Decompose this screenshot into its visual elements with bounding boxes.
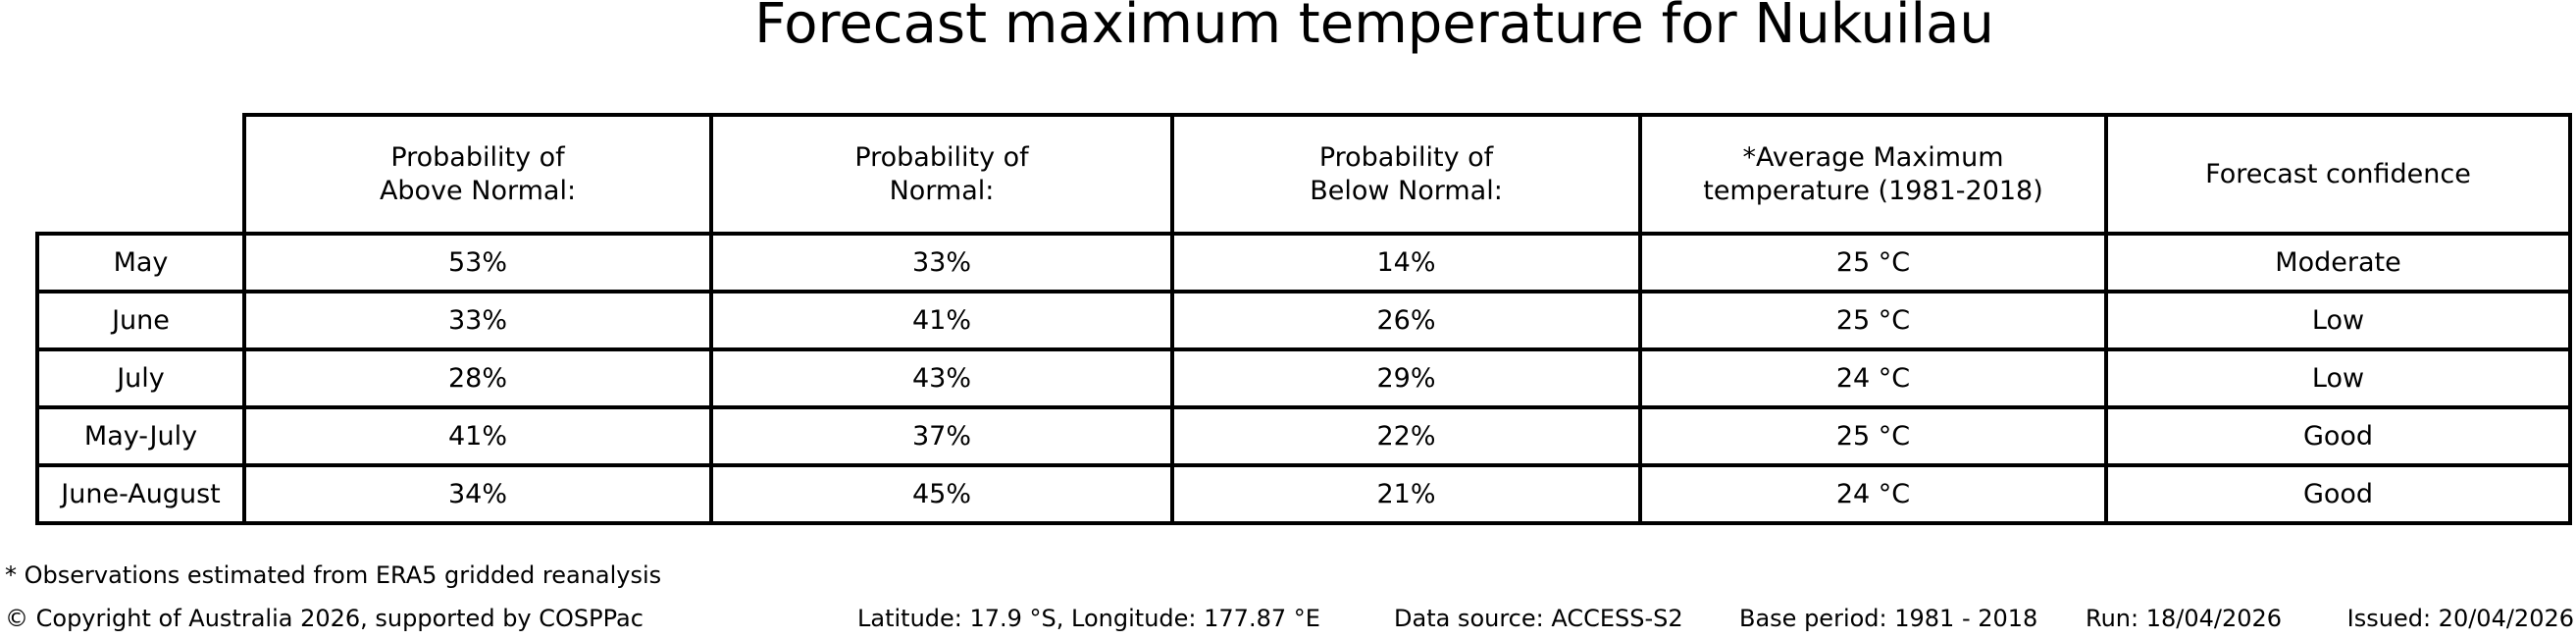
header-line: Forecast confidence xyxy=(2205,158,2471,189)
avg-max-temp-cell: 24 °C xyxy=(1638,347,2108,409)
table-header-row: Probability of Above Normal: Probability… xyxy=(37,113,2572,236)
forecast-table: Probability of Above Normal: Probability… xyxy=(35,113,2572,525)
page-title-text: Forecast maximum temperature for Nukuila… xyxy=(754,0,1994,56)
observations-footnote: * Observations estimated from ERA5 gridd… xyxy=(5,561,662,589)
base-period-text: Base period: 1981 - 2018 xyxy=(1739,605,2038,632)
data-source-text: Data source: ACCESS-S2 xyxy=(1394,605,1683,632)
row-label-cell: May-July xyxy=(35,405,246,467)
column-header-below-normal: Probability of Below Normal: xyxy=(1170,113,1642,236)
header-line: Probability of xyxy=(1318,141,1494,173)
table-row-may: May 53% 33% 14% 25 °C Moderate xyxy=(35,232,2572,293)
confidence-cell: Low xyxy=(2104,290,2572,351)
above-normal-cell: 28% xyxy=(242,347,713,409)
run-date-text: Run: 18/04/2026 xyxy=(2086,605,2283,632)
below-normal-cell: 26% xyxy=(1170,290,1642,351)
header-line: temperature (1981-2018) xyxy=(1703,175,2043,206)
normal-cell: 43% xyxy=(709,347,1174,409)
avg-max-temp-cell: 24 °C xyxy=(1638,463,2108,525)
above-normal-cell: 34% xyxy=(242,463,713,525)
normal-cell: 41% xyxy=(709,290,1174,351)
below-normal-cell: 21% xyxy=(1170,463,1642,525)
header-line: Normal: xyxy=(889,175,995,206)
above-normal-cell: 33% xyxy=(242,290,713,351)
above-normal-cell: 53% xyxy=(242,232,713,293)
header-line: Probability of xyxy=(854,141,1029,173)
table-row-july: July 28% 43% 29% 24 °C Low xyxy=(35,347,2572,409)
below-normal-cell: 22% xyxy=(1170,405,1642,467)
copyright-text: © Copyright of Australia 2026, supported… xyxy=(5,605,644,632)
header-line: Probability of xyxy=(390,141,565,173)
location-text: Latitude: 17.9 °S, Longitude: 177.87 °E xyxy=(857,605,1320,632)
blank-corner-cell xyxy=(37,115,244,234)
header-line: Below Normal: xyxy=(1310,175,1503,206)
column-header-normal: Probability of Normal: xyxy=(709,113,1174,236)
below-normal-cell: 29% xyxy=(1170,347,1642,409)
avg-max-temp-cell: 25 °C xyxy=(1638,290,2108,351)
header-line: Above Normal: xyxy=(379,175,577,206)
confidence-cell: Moderate xyxy=(2104,232,2572,293)
page-title: Forecast maximum temperature for Nukuila… xyxy=(0,0,2576,57)
avg-max-temp-cell: 25 °C xyxy=(1638,405,2108,467)
table-row-june-august: June-August 34% 45% 21% 24 °C Good xyxy=(35,463,2572,525)
issued-date-text: Issued: 20/04/2026 xyxy=(2346,605,2574,632)
confidence-cell: Good xyxy=(2104,405,2572,467)
confidence-cell: Low xyxy=(2104,347,2572,409)
column-header-average-max-temp: *Average Maximum temperature (1981-2018) xyxy=(1638,113,2108,236)
row-label-cell: July xyxy=(35,347,246,409)
table-row-june: June 33% 41% 26% 25 °C Low xyxy=(35,290,2572,351)
row-label-cell: May xyxy=(35,232,246,293)
normal-cell: 45% xyxy=(709,463,1174,525)
table-row-may-july: May-July 41% 37% 22% 25 °C Good xyxy=(35,405,2572,467)
below-normal-cell: 14% xyxy=(1170,232,1642,293)
normal-cell: 33% xyxy=(709,232,1174,293)
column-header-above-normal: Probability of Above Normal: xyxy=(242,113,713,236)
above-normal-cell: 41% xyxy=(242,405,713,467)
row-label-cell: June xyxy=(35,290,246,351)
header-line: *Average Maximum xyxy=(1742,141,2004,173)
confidence-cell: Good xyxy=(2104,463,2572,525)
normal-cell: 37% xyxy=(709,405,1174,467)
avg-max-temp-cell: 25 °C xyxy=(1638,232,2108,293)
column-header-forecast-confidence: Forecast confidence xyxy=(2104,113,2572,236)
row-label-cell: June-August xyxy=(35,463,246,525)
